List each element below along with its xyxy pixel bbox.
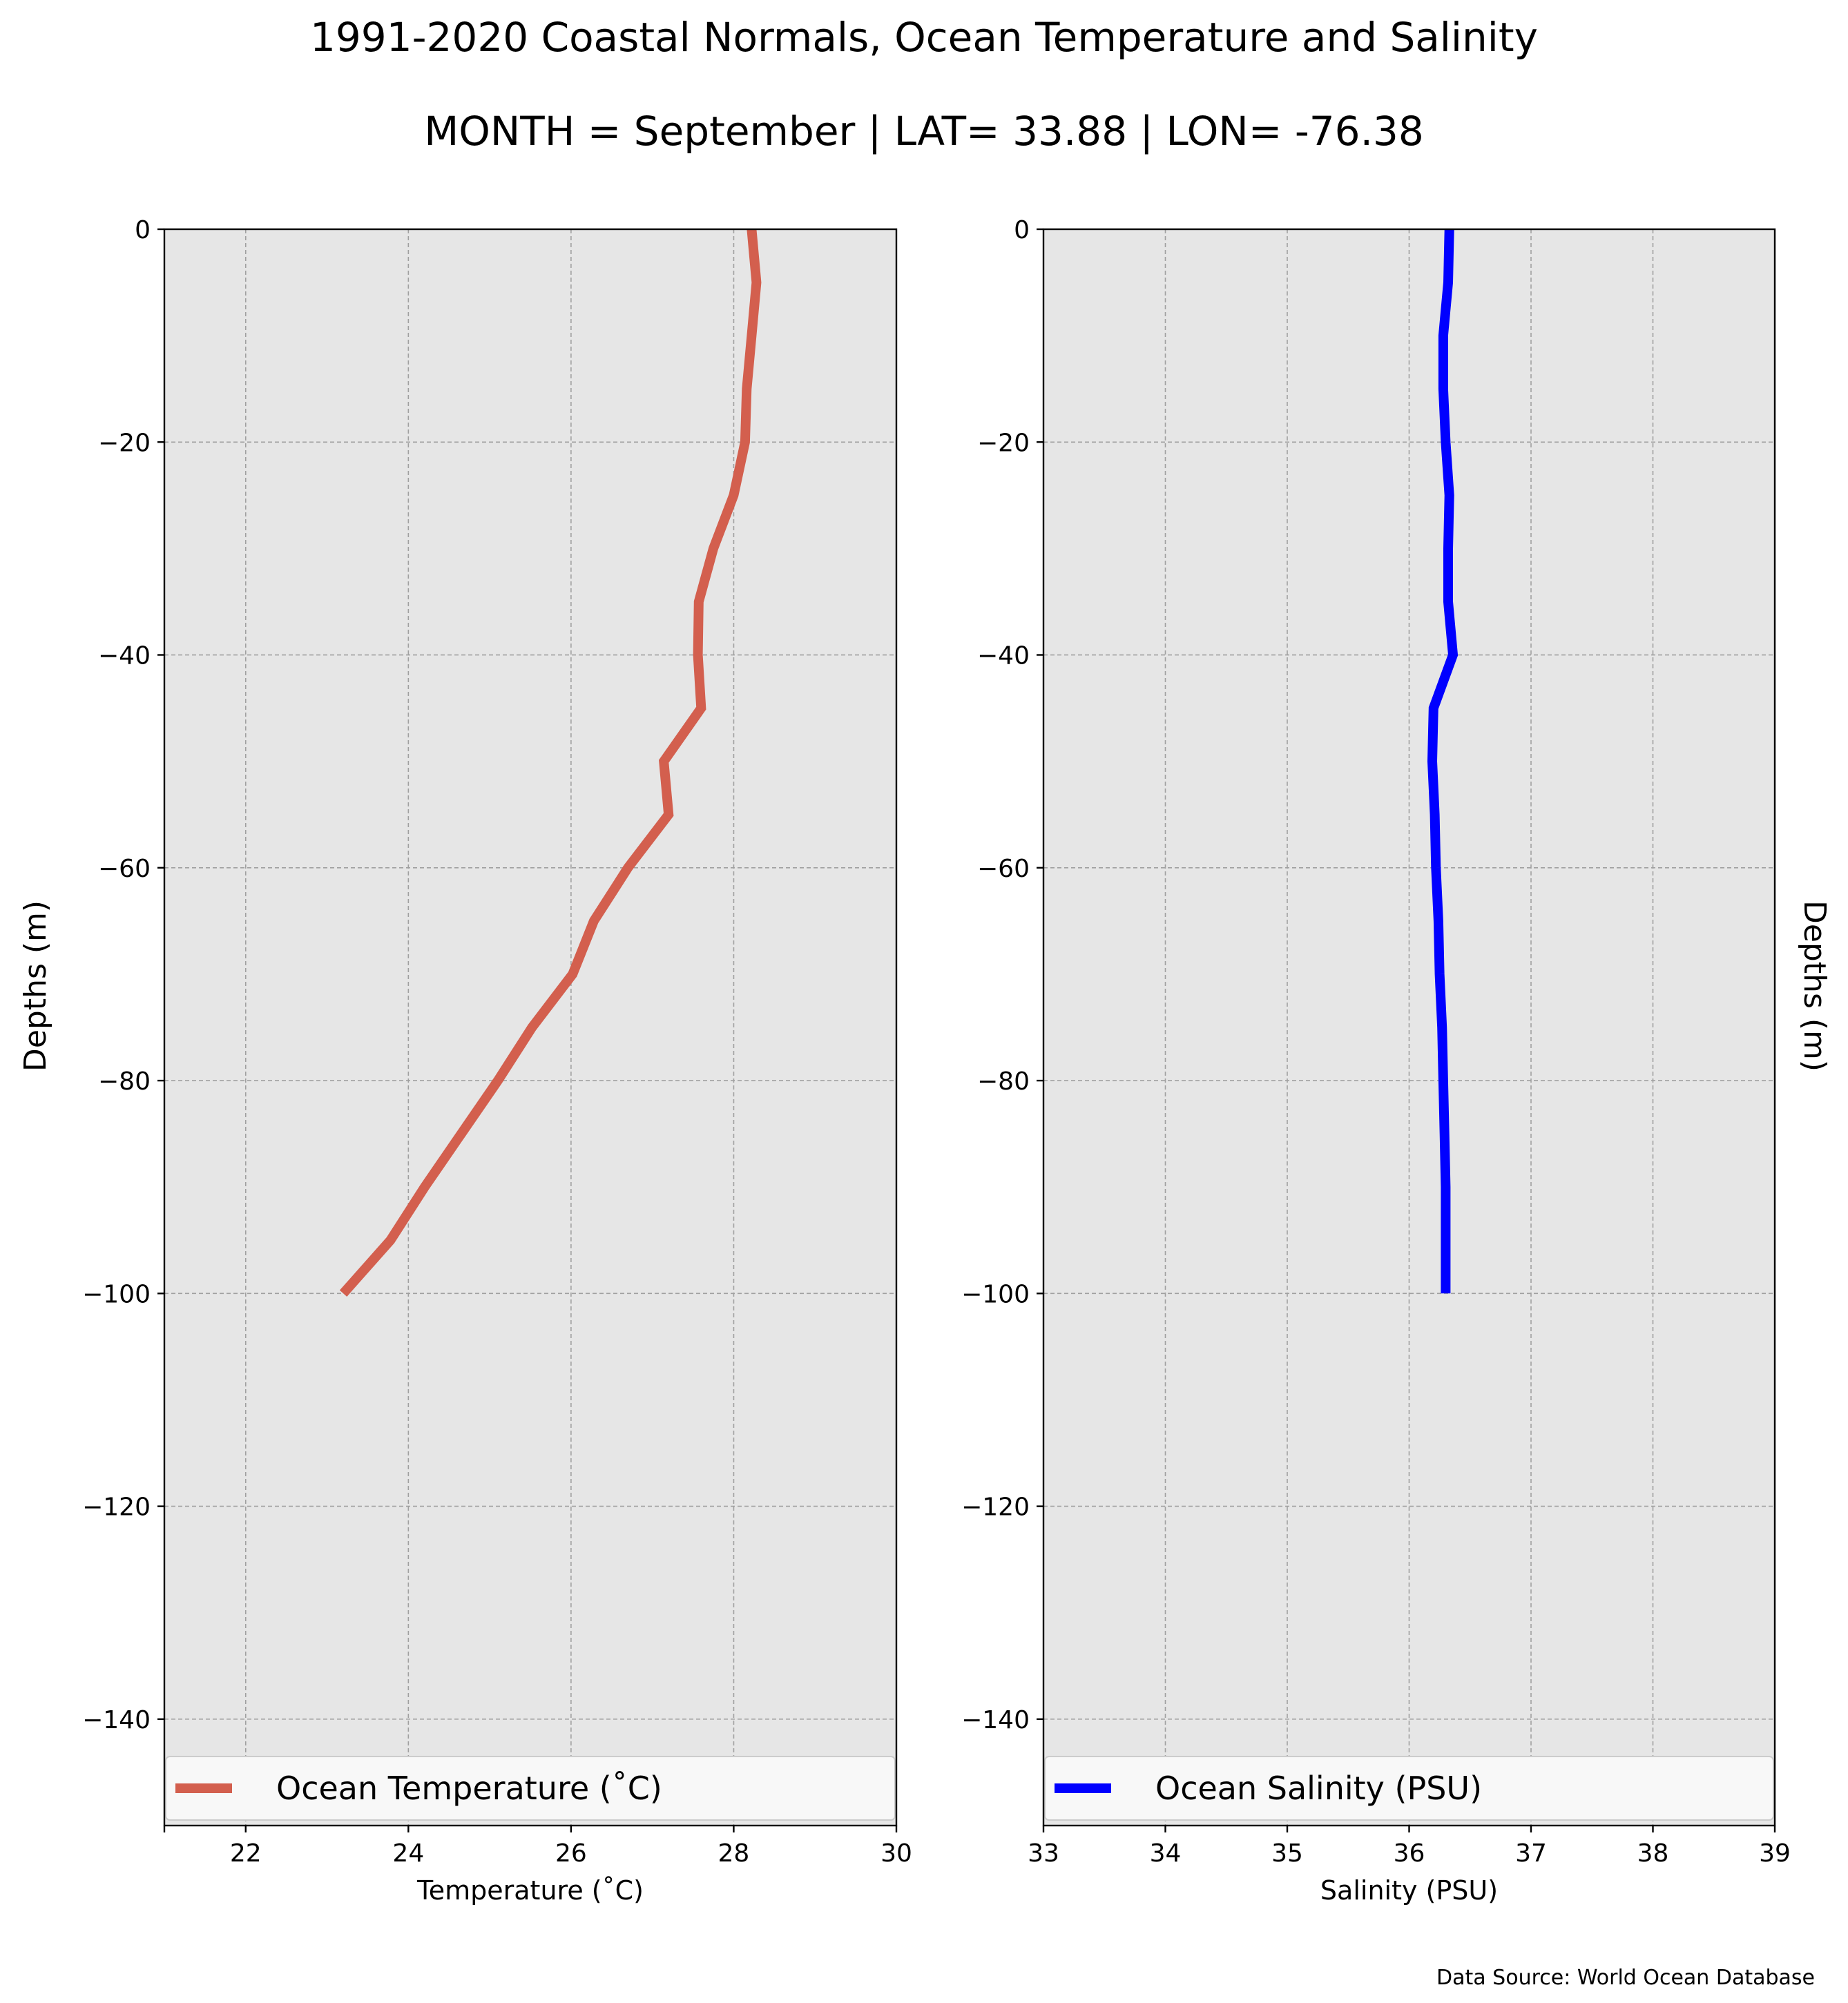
y-tick-label: −80 bbox=[977, 1067, 1030, 1096]
y-tick-label: −20 bbox=[98, 429, 151, 457]
y-tick-label: 0 bbox=[135, 216, 151, 244]
x-tick-label: 33 bbox=[1028, 1839, 1059, 1868]
salinity-x-axis-label: Salinity (PSU) bbox=[1320, 1875, 1498, 1906]
temperature-legend-label: Ocean Temperature (˚C) bbox=[276, 1770, 662, 1807]
x-tick-label: 37 bbox=[1515, 1839, 1547, 1868]
y-tick-label: −20 bbox=[977, 429, 1030, 457]
salinity-panel: Ocean Salinity (PSU) 0 −20 −40 −60 −80 −100 −12… bbox=[961, 216, 1791, 1906]
y-tick-label: −120 bbox=[961, 1493, 1030, 1522]
x-tick-label: 34 bbox=[1150, 1839, 1182, 1868]
x-tick-label: 28 bbox=[718, 1839, 750, 1868]
x-tick-label: 22 bbox=[230, 1839, 262, 1868]
y-axis-label-right: Depths (m) bbox=[1797, 900, 1832, 1072]
temperature-legend-box bbox=[165, 1756, 896, 1821]
x-tick-label: 26 bbox=[555, 1839, 587, 1868]
salinity-grid bbox=[1043, 229, 1775, 1826]
y-axis-label-left: Depths (m) bbox=[18, 900, 53, 1072]
y-tick-label: 0 bbox=[1014, 216, 1030, 244]
x-tick-label: 36 bbox=[1394, 1839, 1425, 1868]
x-tick-label: 24 bbox=[392, 1839, 424, 1868]
y-tick-label: −40 bbox=[98, 642, 151, 670]
y-tick-label: −100 bbox=[961, 1280, 1030, 1308]
figure-title: 1991-2020 Coastal Normals, Ocean Tempera… bbox=[310, 14, 1538, 61]
y-tick-label: −60 bbox=[98, 855, 151, 883]
y-tick-label: −140 bbox=[82, 1706, 151, 1734]
figure-subtitle: MONTH = September | LAT= 33.88 | LON= -7… bbox=[424, 108, 1424, 155]
y-tick-label: −100 bbox=[82, 1280, 151, 1308]
x-tick-label: 30 bbox=[880, 1839, 912, 1868]
x-tick-label: 38 bbox=[1637, 1839, 1669, 1868]
salinity-legend: Ocean Salinity (PSU) bbox=[1044, 1756, 1774, 1821]
salinity-legend-box bbox=[1044, 1756, 1774, 1821]
y-tick-label: −120 bbox=[82, 1493, 151, 1522]
data-source-note: Data Source: World Ocean Database bbox=[1436, 1966, 1815, 1990]
x-tick-label: 39 bbox=[1759, 1839, 1791, 1868]
y-tick-label: −140 bbox=[961, 1706, 1030, 1734]
y-tick-label: −80 bbox=[98, 1067, 151, 1096]
y-tick-label: −60 bbox=[977, 855, 1030, 883]
salinity-series-line bbox=[1427, 229, 1459, 1294]
y-tick-label: −40 bbox=[977, 642, 1030, 670]
temperature-series-line bbox=[339, 229, 762, 1297]
temperature-legend: Ocean Temperature (˚C) bbox=[165, 1756, 896, 1821]
temperature-panel: Ocean Temperature (˚C) 0 −20 −40 −60 −80 −100 −… bbox=[82, 216, 912, 1906]
temperature-axes-frame bbox=[163, 228, 898, 1827]
temperature-x-axis-label: Temperature (˚C) bbox=[416, 1875, 644, 1906]
x-tick-label: 35 bbox=[1271, 1839, 1303, 1868]
salinity-legend-label: Ocean Salinity (PSU) bbox=[1155, 1770, 1482, 1807]
